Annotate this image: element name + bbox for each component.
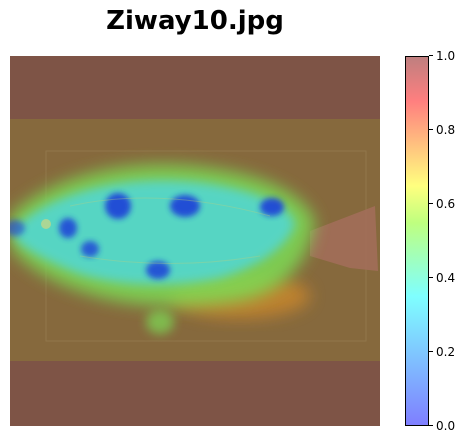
colorbar-tick-label: 1.0 — [436, 49, 456, 63]
fish-eye — [41, 219, 51, 229]
colorbar-tick-mark — [429, 129, 433, 130]
colorbar-tick-label: 0.0 — [436, 419, 456, 433]
figure-title: Ziway10.jpg — [106, 6, 284, 36]
heatmap-overlay-image — [10, 56, 380, 426]
colorbar-tick-mark — [429, 425, 433, 426]
colorbar-tick-label: 0.6 — [436, 197, 456, 211]
colorbar-tick-label: 0.2 — [436, 345, 456, 359]
colorbar-tick-mark — [429, 203, 433, 204]
colorbar-tick-label: 0.8 — [436, 123, 456, 137]
fish-tail — [310, 206, 378, 271]
colorbar-tick-mark — [429, 351, 433, 352]
colorbar-tick-mark — [429, 277, 433, 278]
colorbar — [405, 56, 429, 426]
colorbar-tick-label: 0.4 — [436, 271, 456, 285]
colorbar-tick-mark — [429, 55, 433, 56]
